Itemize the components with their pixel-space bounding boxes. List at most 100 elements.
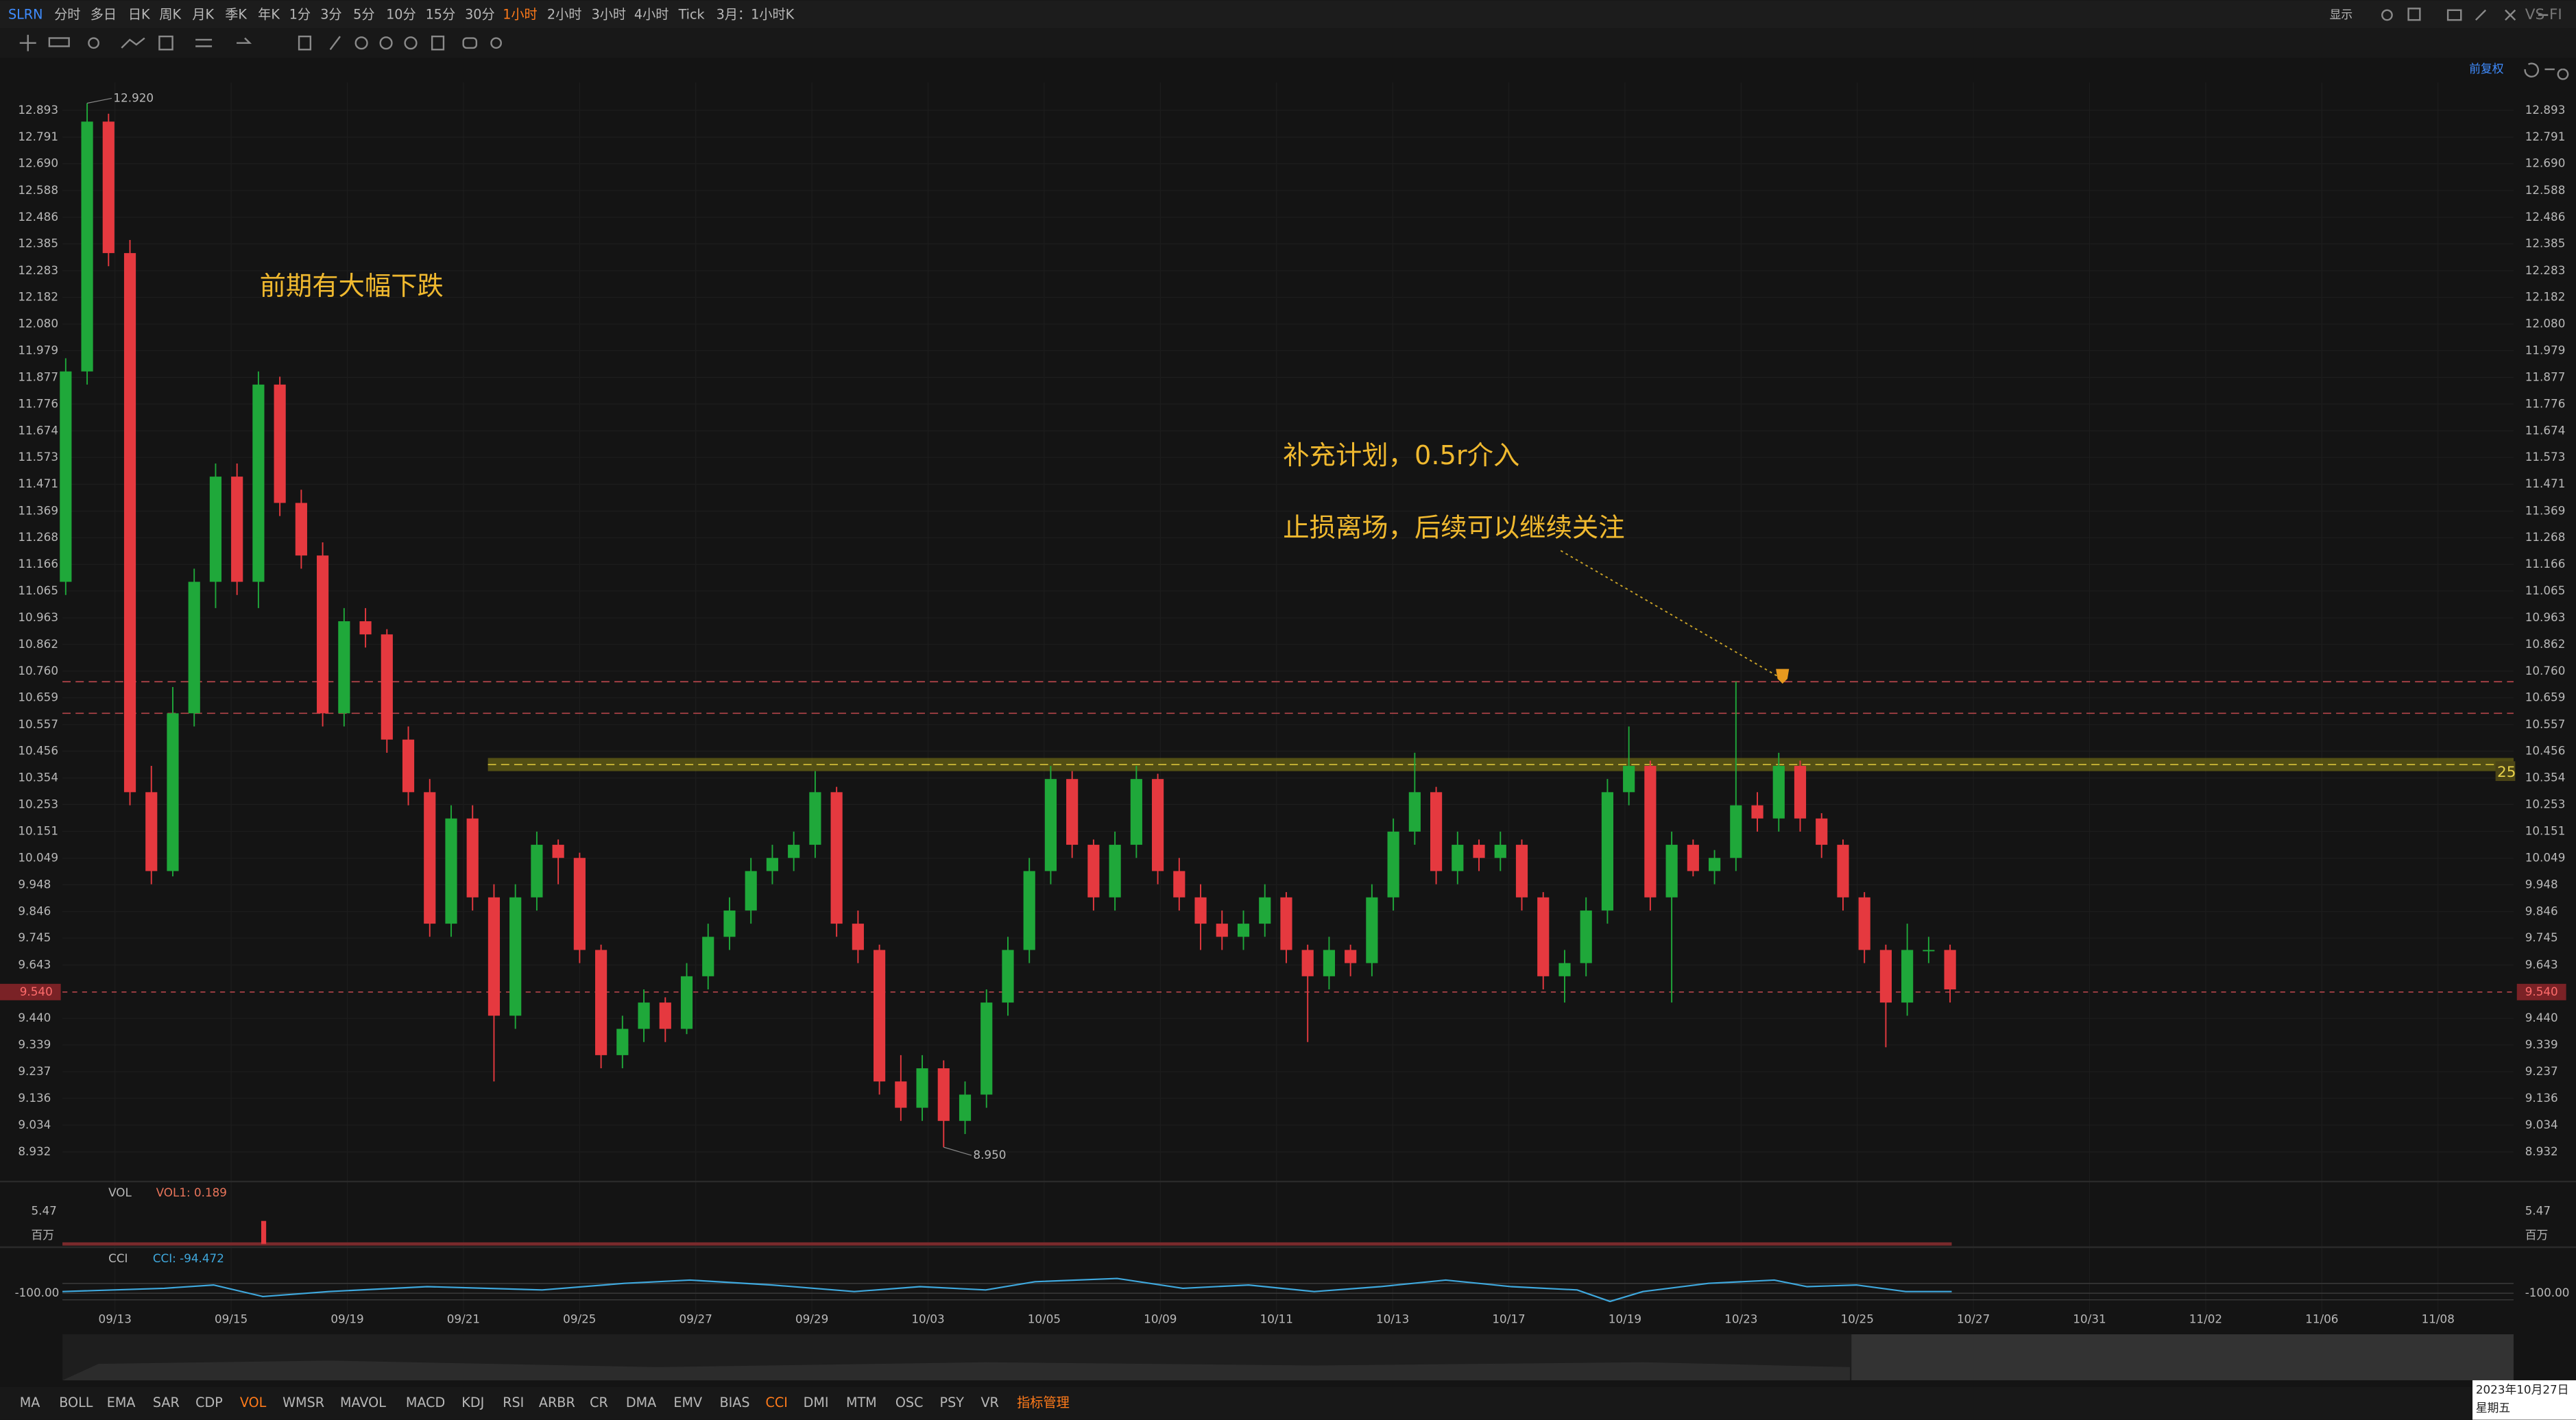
indicator-tab[interactable]: MA <box>20 1395 40 1410</box>
indicator-tab[interactable]: RSI <box>503 1395 524 1410</box>
indicator-tab[interactable]: BIAS <box>719 1395 749 1410</box>
indicator-tab[interactable]: SAR <box>153 1395 180 1410</box>
y-tick-label: 9.034 <box>2525 1118 2558 1131</box>
candle-body <box>1087 845 1100 898</box>
zone-tag-bg <box>2495 761 2516 782</box>
y-tick-label: 10.760 <box>2525 664 2566 677</box>
y-tick-label: 9.339 <box>2525 1037 2558 1051</box>
y-tick-label: 9.034 <box>18 1118 51 1131</box>
period-tab[interactable]: 4小时 <box>634 6 669 22</box>
indicator-bar <box>0 1386 2576 1420</box>
candle-body <box>1515 845 1528 898</box>
x-tick-label: 10/27 <box>1957 1312 1990 1325</box>
candle-body <box>466 818 479 898</box>
x-tick-label: 10/09 <box>1144 1312 1177 1325</box>
indicator-tab[interactable]: EMA <box>107 1395 136 1410</box>
period-tab[interactable]: 1小时 <box>503 6 538 22</box>
candle-body <box>1151 779 1164 871</box>
indicator-tab[interactable]: EMV <box>673 1395 702 1410</box>
y-tick-label: 11.065 <box>18 583 58 597</box>
period-tab[interactable]: 10分 <box>386 6 416 22</box>
y-tick-label: 9.440 <box>2525 1011 2558 1024</box>
x-tick-label: 09/29 <box>795 1312 828 1325</box>
period-tab[interactable]: 季K <box>225 6 247 22</box>
indicator-tab[interactable]: BOLL <box>59 1395 93 1410</box>
x-tick-label: 10/03 <box>911 1312 944 1325</box>
y-tick-label: 11.471 <box>18 477 58 490</box>
compare[interactable]: VS FI <box>2525 6 2562 23</box>
indicator-tab[interactable]: 指标管理 <box>1017 1395 1070 1410</box>
y-tick-label: 11.573 <box>18 450 58 464</box>
period-tab[interactable]: 3月：1小时K <box>717 6 795 22</box>
x-tick-label: 10/05 <box>1028 1312 1061 1325</box>
indicator-tab[interactable]: CDP <box>195 1395 223 1410</box>
indicator-tab[interactable]: DMI <box>804 1395 829 1410</box>
y-tick-label: 12.588 <box>2525 183 2566 197</box>
candle-body <box>317 555 329 714</box>
y-tick-label: 10.557 <box>2525 717 2566 731</box>
y-tick-label: 10.862 <box>2525 637 2566 651</box>
cci-grid <box>62 1283 2514 1301</box>
adjust-mode[interactable]: 前复权 <box>2469 62 2504 75</box>
period-tab[interactable]: 多日 <box>91 6 117 22</box>
annotation-marker[interactable] <box>1776 669 1790 684</box>
indicator-tab[interactable]: KDJ <box>461 1395 484 1410</box>
x-tick-label: 09/21 <box>447 1312 480 1325</box>
y-tick-label: 12.791 <box>2525 130 2566 143</box>
period-tab[interactable]: 2小时 <box>547 6 582 22</box>
period-tab[interactable]: 5分 <box>353 6 374 22</box>
candle-body <box>959 1094 972 1121</box>
y-tick-label: 11.369 <box>2525 503 2566 517</box>
period-tab[interactable]: 月K <box>192 6 214 22</box>
indicator-tab[interactable]: MAVOL <box>340 1395 386 1410</box>
candle-body <box>874 950 886 1082</box>
period-tab[interactable]: 1分 <box>289 6 311 22</box>
indicator-tab[interactable]: CCI <box>766 1395 788 1410</box>
period-tab[interactable]: 日K <box>128 6 150 22</box>
candle-body <box>573 858 586 950</box>
indicator-tab[interactable]: PSY <box>940 1395 965 1410</box>
high-label: 12.920 <box>113 91 154 104</box>
indicator-tab[interactable]: ARBR <box>539 1395 575 1410</box>
indicator-tab[interactable]: VR <box>980 1395 998 1410</box>
candle-body <box>1901 950 1914 1003</box>
indicator-tab[interactable]: OSC <box>895 1395 924 1410</box>
candle-body <box>1923 950 1935 952</box>
candle-body <box>1044 779 1057 871</box>
indicator-tab[interactable]: MACD <box>406 1395 445 1410</box>
period-tab[interactable]: 周K <box>159 6 181 22</box>
period-tab[interactable]: Tick <box>678 6 706 22</box>
candle-body <box>895 1081 907 1108</box>
weekday: 星期五 <box>2476 1401 2510 1415</box>
period-tab[interactable]: 15分 <box>426 6 456 22</box>
last-price-tag <box>0 983 61 1000</box>
symbol: SLRN <box>8 6 43 22</box>
display-menu[interactable]: 显示 <box>2330 8 2353 21</box>
y-tick-label: 11.573 <box>2525 450 2566 464</box>
period-tab[interactable]: 3小时 <box>592 6 627 22</box>
y-tick-label: 8.932 <box>18 1144 51 1158</box>
indicator-tab[interactable]: CR <box>590 1395 608 1410</box>
candle-body <box>1173 871 1185 898</box>
navigator-window[interactable] <box>1851 1334 2514 1381</box>
indicator-tab[interactable]: VOL <box>240 1395 267 1410</box>
y-tick-label: 12.893 <box>18 103 58 117</box>
volume-axis-label: 5.47 <box>2525 1203 2551 1217</box>
y-tick-label: 10.963 <box>18 610 58 624</box>
y-tick-label: 12.690 <box>2525 156 2566 170</box>
indicator-tab[interactable]: WMSR <box>282 1395 324 1410</box>
candle-body <box>659 1002 671 1029</box>
period-tab[interactable]: 30分 <box>465 6 495 22</box>
candle-body <box>1816 818 1828 845</box>
cci-title: CCI <box>108 1251 128 1265</box>
y-tick-label: 10.049 <box>18 851 58 865</box>
indicator-tab[interactable]: MTM <box>846 1395 877 1410</box>
indicator-tab[interactable]: DMA <box>626 1395 656 1410</box>
low-label: 8.950 <box>973 1148 1006 1162</box>
period-tab[interactable]: 年K <box>258 6 280 22</box>
period-tab[interactable]: 3分 <box>320 6 341 22</box>
tool-icons[interactable] <box>19 8 2569 80</box>
period-tab[interactable]: 分时 <box>54 6 80 22</box>
